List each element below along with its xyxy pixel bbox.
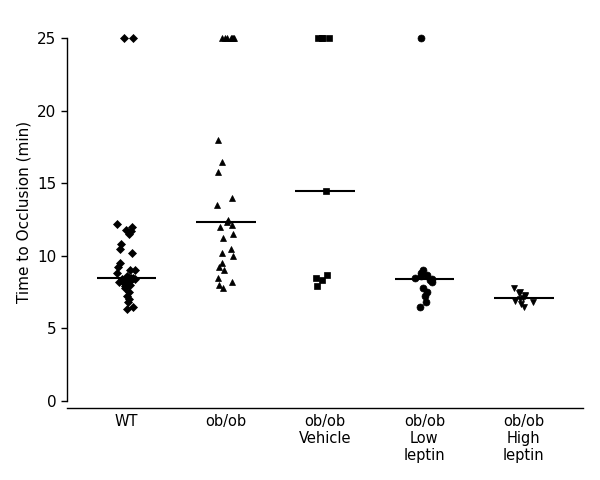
Y-axis label: Time to Occlusion (min): Time to Occlusion (min) [17,121,32,303]
